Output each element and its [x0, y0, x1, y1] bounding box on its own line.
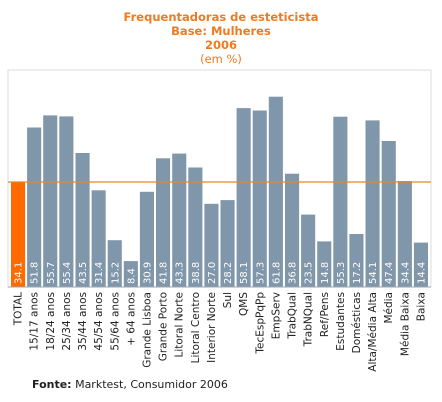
chart-year: 2006: [204, 38, 237, 52]
value-label-11: 38.8: [191, 262, 202, 284]
category-label-16: EmpServ: [270, 292, 282, 339]
value-label-18: 23.5: [304, 262, 315, 284]
value-label-8: 30.9: [143, 262, 154, 284]
category-label-4: 35/44 anos: [77, 292, 89, 351]
bar-23: [381, 141, 396, 287]
value-label-24: 34.4: [400, 262, 411, 284]
bar-14: [236, 108, 251, 287]
category-label-25: Baixa: [415, 292, 427, 321]
category-label-21: Domésticas: [351, 292, 363, 353]
category-label-7: + 64 anos: [125, 292, 137, 346]
bar-16: [268, 96, 283, 287]
chart-title: Frequentadoras de esteticista: [123, 10, 319, 24]
category-label-18: TrabNQual: [303, 292, 315, 347]
bar-4: [75, 153, 90, 287]
bar-18: [301, 214, 316, 287]
value-label-3: 55.4: [62, 262, 73, 284]
category-label-3: 25/34 anos: [61, 292, 73, 351]
category-label-0: TOTAL: [13, 292, 25, 326]
category-label-12: Interior Norte: [206, 292, 218, 363]
value-label-6: 15.2: [110, 262, 121, 284]
value-label-22: 54.1: [368, 262, 379, 284]
category-label-9: Grande Porto: [158, 292, 170, 361]
bar-1: [27, 127, 42, 287]
value-label-9: 41.8: [159, 262, 170, 284]
bar-22: [365, 120, 380, 288]
bar-7: [123, 261, 138, 287]
bar-17: [285, 173, 300, 287]
bar-20: [333, 116, 348, 287]
bar-25: [413, 242, 428, 287]
value-label-19: 14.8: [320, 262, 331, 284]
source-note: Fonte: Marktest, Consumidor 2006: [32, 378, 228, 391]
bar-9: [156, 158, 171, 287]
value-label-10: 43.3: [175, 262, 186, 284]
bar-8: [139, 191, 154, 287]
chart-base: Base: Mulheres: [171, 24, 271, 38]
bar-10: [172, 153, 187, 287]
bar-6: [107, 240, 122, 287]
bar-24: [397, 181, 412, 287]
category-label-5: 45/54 anos: [93, 292, 105, 351]
bar-19: [317, 241, 332, 287]
bar-5: [91, 190, 106, 287]
bar-11: [188, 167, 203, 287]
bar-0: [11, 182, 26, 287]
category-label-23: Média: [383, 292, 395, 324]
value-label-5: 31.4: [94, 262, 105, 284]
category-label-22: Alta/Média Alta: [367, 292, 379, 372]
value-label-13: 28.2: [223, 262, 234, 284]
bar-21: [349, 234, 364, 287]
chart-title-block: Frequentadoras de esteticista Base: Mulh…: [0, 10, 442, 66]
category-label-13: Sul: [222, 292, 234, 308]
value-label-2: 55.7: [46, 262, 57, 284]
source-text: Marktest, Consumidor 2006: [75, 378, 228, 391]
category-label-17: TrabQual: [287, 292, 299, 340]
bar-12: [204, 203, 219, 287]
value-label-17: 36.8: [288, 262, 299, 284]
chart-unit: (em %): [200, 52, 242, 66]
value-label-20: 55.3: [336, 262, 347, 284]
category-label-6: 55/64 anos: [109, 292, 121, 351]
category-label-20: Estudantes: [335, 292, 347, 351]
bar-3: [59, 116, 74, 288]
value-label-21: 17.2: [352, 262, 363, 284]
value-label-1: 51.8: [30, 262, 41, 284]
value-label-0: 34.1: [14, 262, 25, 284]
value-label-23: 47.4: [384, 262, 395, 284]
value-label-4: 43.5: [78, 262, 89, 284]
value-label-25: 14.4: [416, 262, 427, 284]
category-label-1: 15/17 anos: [29, 292, 41, 351]
category-label-10: Litoral Norte: [174, 292, 186, 358]
category-label-24: Média Baixa: [399, 292, 411, 356]
source-label: Fonte:: [32, 378, 72, 391]
category-label-15: TecEspPqPp: [254, 292, 266, 355]
value-label-15: 57.3: [255, 262, 266, 284]
bar-2: [43, 115, 58, 288]
value-label-14: 58.1: [239, 262, 250, 284]
category-label-11: Litoral Centro: [190, 292, 202, 363]
bar-15: [252, 110, 267, 287]
category-label-19: Ref/Pens: [319, 292, 331, 337]
bar-13: [220, 200, 235, 287]
value-label-7: 8.4: [126, 268, 137, 284]
category-label-8: Grande Lisboa: [142, 292, 154, 368]
category-label-14: QMS: [238, 292, 250, 316]
value-label-12: 27.0: [207, 262, 218, 284]
category-label-2: 18/24 anos: [45, 292, 57, 351]
value-label-16: 61.8: [271, 262, 282, 284]
